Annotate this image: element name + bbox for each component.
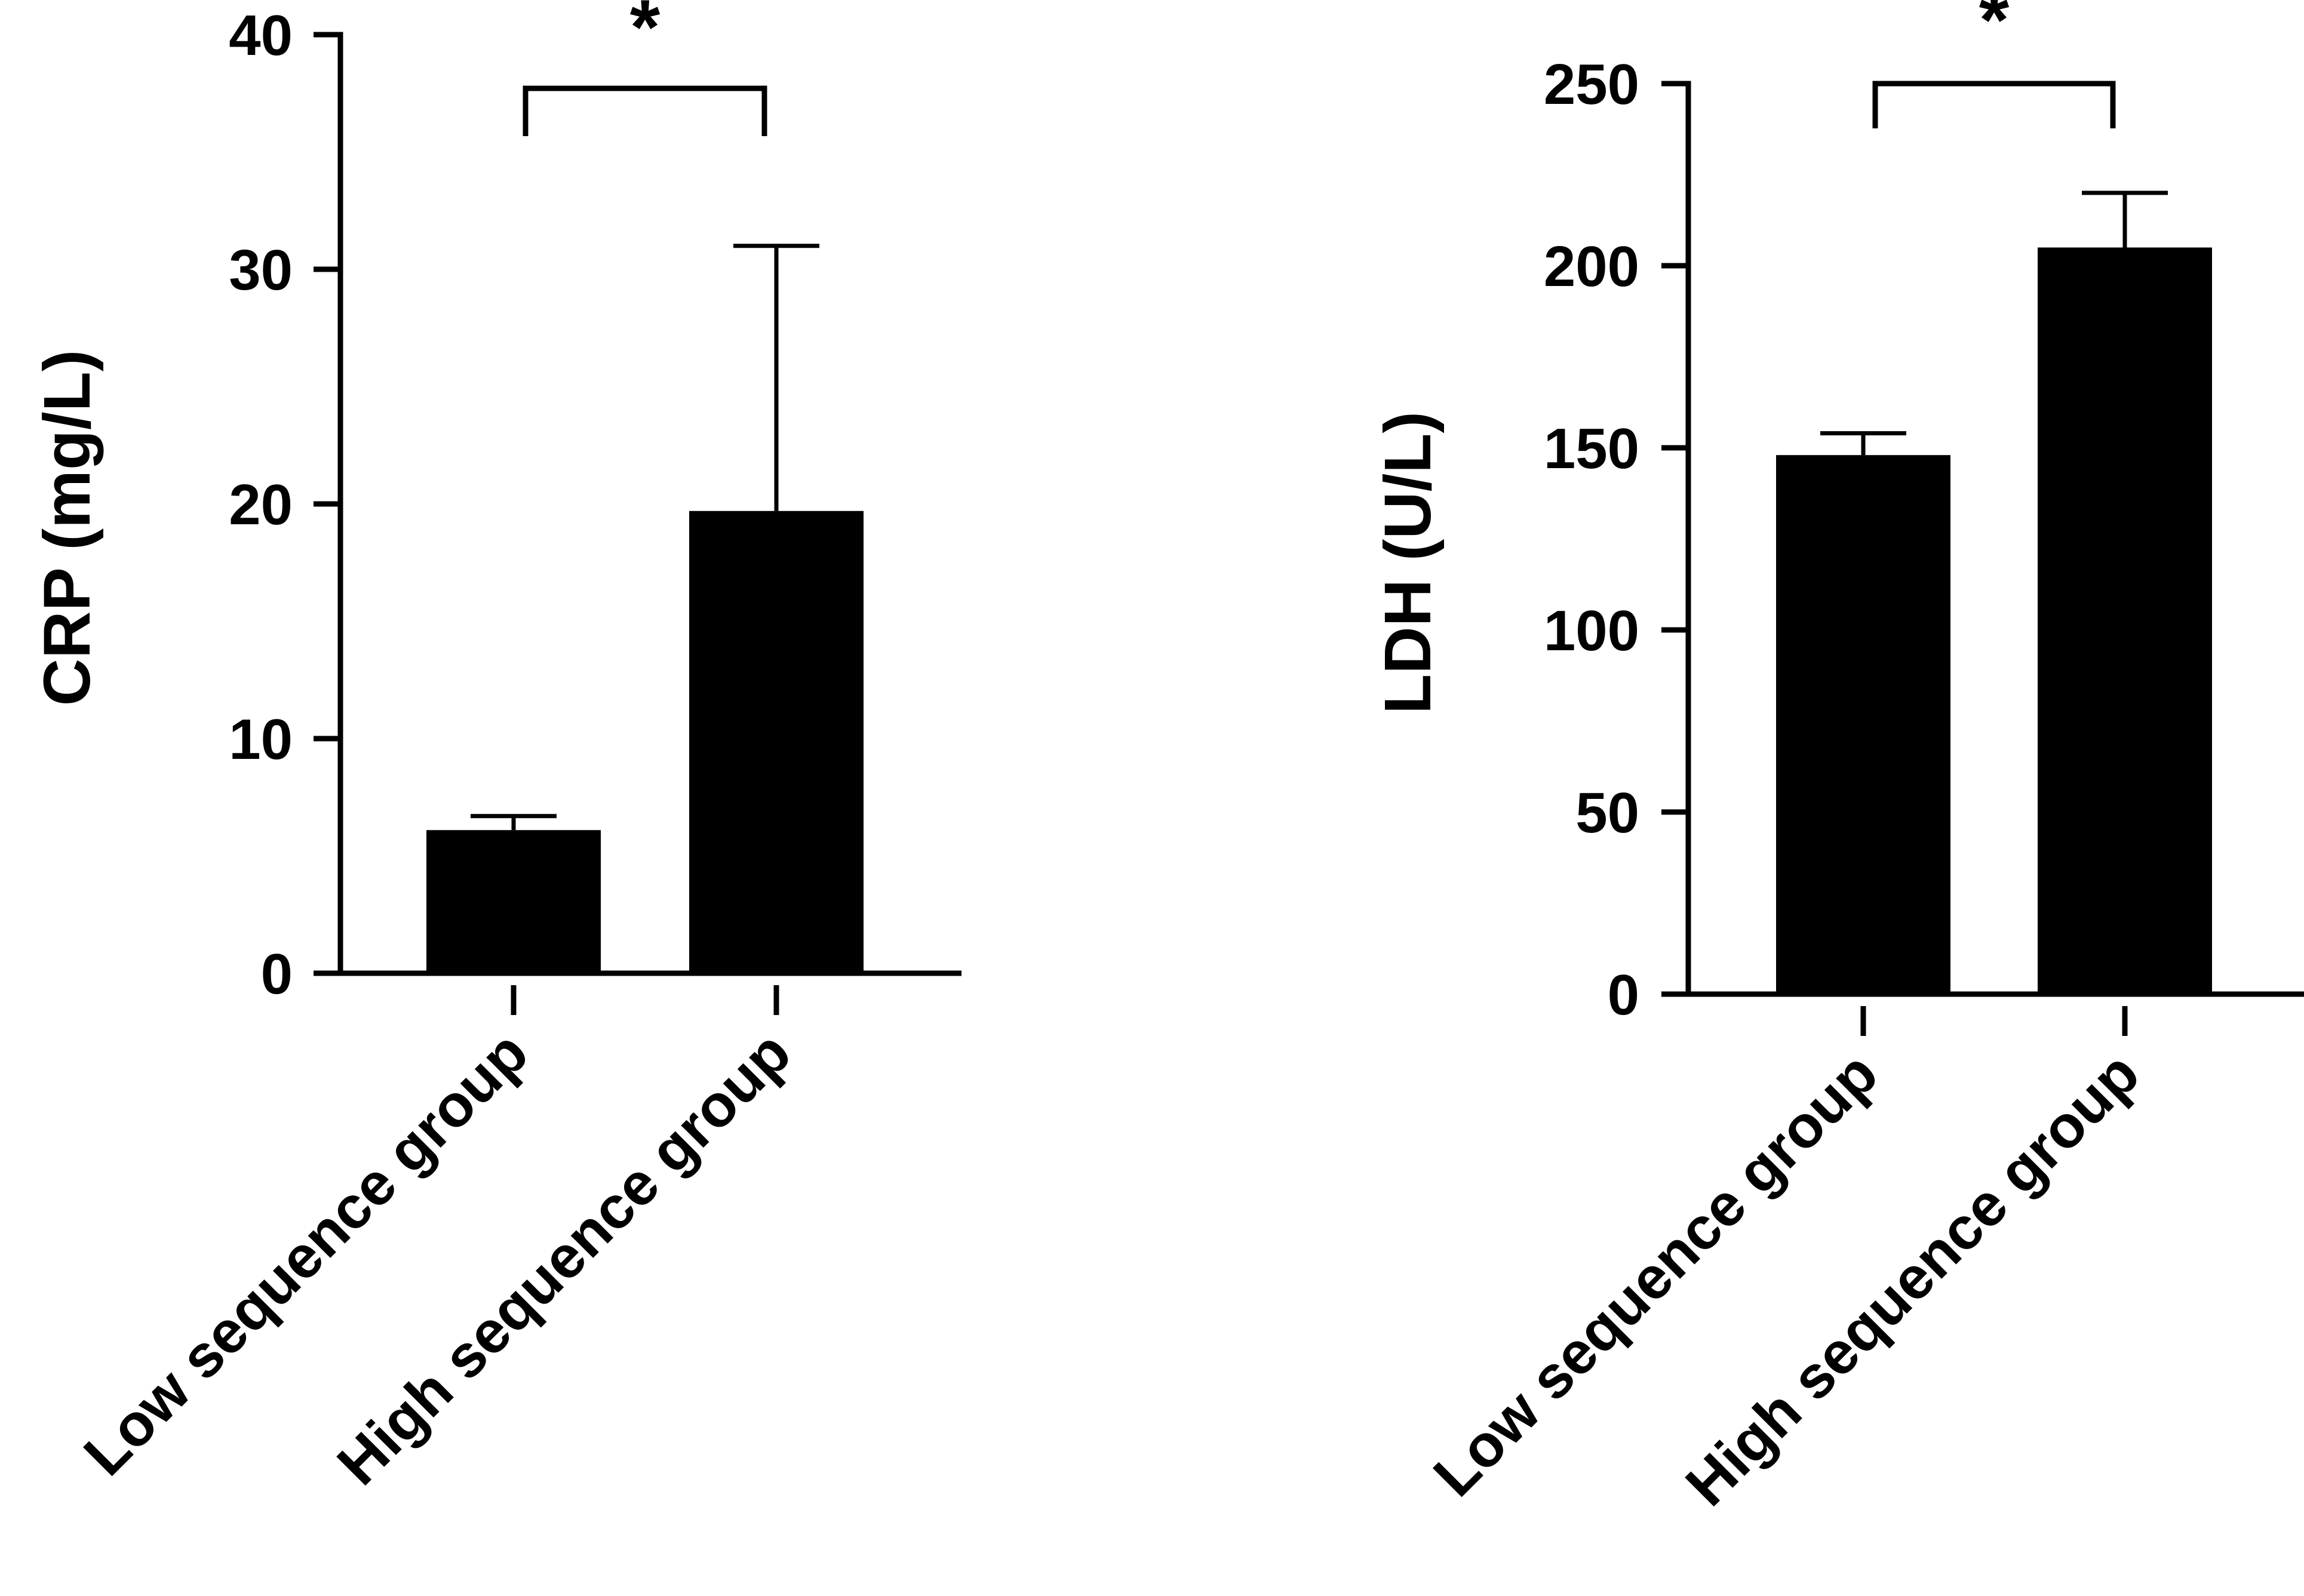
y-tick-label: 20: [229, 473, 293, 537]
x-category-label: High sequence group: [324, 1019, 803, 1497]
bar: [426, 830, 601, 973]
significance-label: *: [1979, 0, 2010, 63]
y-tick-label: 100: [1544, 599, 1639, 663]
x-category-label: Low sequence group: [1421, 1040, 1890, 1509]
y-tick-label: 50: [1575, 781, 1639, 845]
y-axis-title: LDH (U/L): [1371, 411, 1445, 714]
y-tick-label: 0: [1608, 963, 1639, 1027]
bar: [689, 511, 864, 973]
bar: [1776, 455, 1950, 994]
significance-bracket: [1872, 81, 2116, 128]
bar: [2038, 247, 2212, 994]
y-tick-label: 10: [229, 708, 293, 771]
y-axis-title: CRP (mg/L): [30, 350, 104, 706]
x-category-label: Low sequence group: [71, 1019, 540, 1488]
y-tick-label: 200: [1544, 235, 1639, 299]
y-tick-label: 40: [229, 4, 293, 67]
ldh-chart-panel: 0 50 100 150 200 250 LDH (U/L) Low sequence gro…: [1371, 0, 2304, 1518]
y-tick-label: 30: [229, 238, 293, 302]
y-tick-label: 150: [1544, 417, 1639, 481]
x-category-label: High sequence group: [1673, 1040, 2152, 1518]
crp-chart-panel: 0 10 20 30 40 CRP (mg/L) Low sequence groupHig…: [30, 0, 961, 1497]
significance-bracket: [523, 85, 767, 136]
significance-label: *: [630, 0, 661, 70]
y-tick-label: 0: [261, 942, 293, 1006]
y-tick-label: 250: [1544, 53, 1639, 116]
